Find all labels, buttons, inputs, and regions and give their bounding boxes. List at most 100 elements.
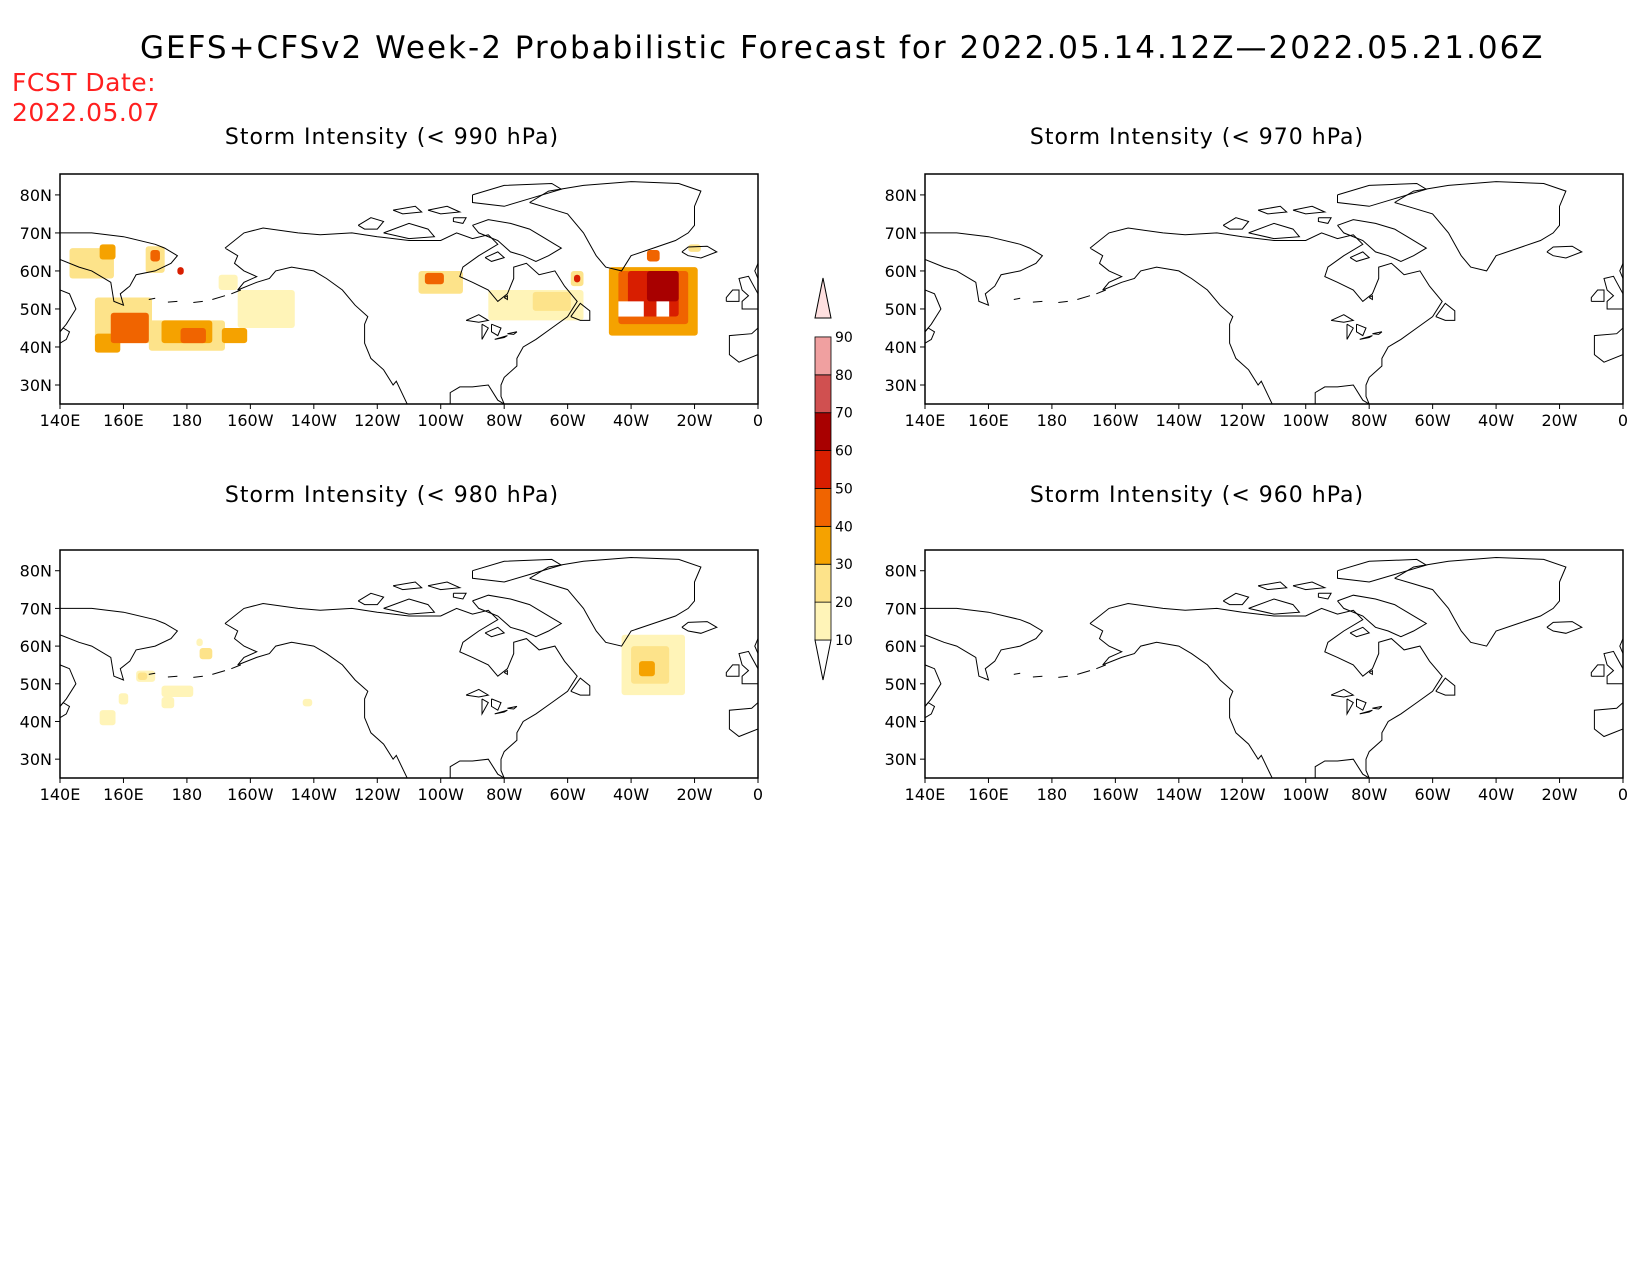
x-tick-label: 140W — [291, 785, 338, 804]
probability-gap — [618, 301, 644, 317]
x-tick-label: 0 — [1618, 411, 1628, 430]
coastline — [392, 581, 423, 591]
coastline — [1368, 294, 1373, 301]
x-tick-label: 60W — [1415, 785, 1451, 804]
coastline — [472, 594, 563, 638]
coastline — [754, 638, 758, 654]
y-tick-label: 70N — [885, 224, 917, 243]
map-frame — [924, 173, 1624, 405]
colorbar-label: 20 — [835, 595, 853, 611]
coastline — [491, 698, 502, 711]
x-tick-label: 180 — [172, 411, 203, 430]
coastline — [529, 556, 702, 647]
y-tick-label: 40N — [885, 712, 917, 731]
y-tick-label: 40N — [20, 712, 52, 731]
x-tick-label: 180 — [1037, 411, 1068, 430]
coastline — [60, 232, 179, 307]
coastline — [224, 227, 578, 404]
coastline — [1222, 217, 1250, 230]
coastline — [193, 675, 203, 678]
coastline — [465, 688, 490, 698]
coastline — [529, 181, 702, 272]
coastline — [1248, 222, 1301, 240]
colorbar-segment — [814, 374, 832, 414]
colorbar-label: 50 — [835, 481, 853, 497]
y-tick-label: 40N — [20, 338, 52, 357]
probability-cell — [196, 638, 203, 647]
y-tick-label: 80N — [885, 186, 917, 205]
probability-cell — [302, 698, 313, 707]
probability-cell — [646, 250, 660, 262]
colorbar-label: 60 — [835, 444, 853, 460]
probability-cell — [99, 244, 116, 260]
coastline — [481, 323, 489, 340]
probability-gap — [656, 301, 670, 317]
coastline — [494, 335, 508, 340]
coastline — [60, 664, 77, 707]
colorbar: 10 20 30 40 50 60 70 80 90 — [814, 277, 853, 681]
coastline — [1077, 670, 1091, 675]
coastline — [472, 182, 563, 207]
coastline — [427, 205, 462, 215]
probability-cell — [218, 274, 238, 290]
x-tick-label: 140W — [1156, 785, 1203, 804]
coastline — [1222, 592, 1250, 606]
coastline — [383, 222, 436, 240]
probability-cell — [137, 672, 148, 681]
coastline — [1546, 245, 1583, 259]
colorbar-top-arrow — [814, 277, 832, 319]
coastline — [1394, 556, 1567, 647]
y-tick-label: 50N — [885, 675, 917, 694]
x-tick-label: 100W — [1283, 411, 1330, 430]
coastline — [1590, 289, 1605, 302]
coastline — [472, 558, 563, 583]
coastline — [1317, 592, 1332, 600]
coastline — [925, 664, 942, 707]
coastline — [925, 607, 1044, 681]
coastline — [60, 289, 77, 333]
coastline — [1346, 323, 1354, 340]
x-tick-label: 80W — [1351, 411, 1387, 430]
y-tick-label: 80N — [20, 562, 52, 581]
coastline — [681, 621, 718, 634]
probability-cell — [118, 693, 129, 705]
probability-cell — [199, 647, 213, 660]
y-tick-label: 30N — [885, 750, 917, 769]
coastline — [1546, 621, 1583, 634]
coastline — [224, 602, 578, 778]
coastline — [1356, 698, 1367, 711]
x-tick-label: 0 — [753, 785, 763, 804]
y-tick-label: 70N — [885, 599, 917, 618]
x-tick-label: 160E — [103, 785, 144, 804]
coastline — [507, 331, 518, 335]
coastline — [1593, 327, 1623, 363]
y-tick-label: 60N — [885, 637, 917, 656]
x-tick-label: 140E — [40, 411, 81, 430]
coastline — [1435, 677, 1456, 696]
colorbar-segment — [814, 525, 832, 565]
coastline — [1590, 664, 1605, 677]
probability-cell — [150, 250, 160, 262]
x-tick-label: 20W — [1541, 785, 1577, 804]
x-tick-label: 140W — [291, 411, 338, 430]
coastline — [1619, 263, 1623, 279]
coastline — [357, 217, 385, 230]
x-tick-label: 40W — [1478, 785, 1514, 804]
coastline — [1337, 182, 1428, 207]
x-tick-label: 140E — [905, 411, 946, 430]
y-tick-label: 60N — [885, 262, 917, 281]
coastline — [1337, 558, 1428, 583]
x-tick-label: 140W — [1156, 411, 1203, 430]
colorbar-label: 10 — [835, 633, 853, 649]
map-frame — [59, 173, 759, 405]
coastline — [148, 672, 156, 675]
x-tick-label: 60W — [1415, 411, 1451, 430]
x-tick-label: 120W — [1219, 411, 1266, 430]
y-tick-label: 60N — [20, 262, 52, 281]
coastline — [167, 300, 178, 303]
forecast-date: FCST Date: 2022.05.07 — [12, 68, 160, 128]
y-tick-label: 40N — [885, 338, 917, 357]
probability-cell — [237, 289, 295, 328]
panel-title-980: Storm Intensity (< 980 hPa) — [224, 483, 560, 508]
